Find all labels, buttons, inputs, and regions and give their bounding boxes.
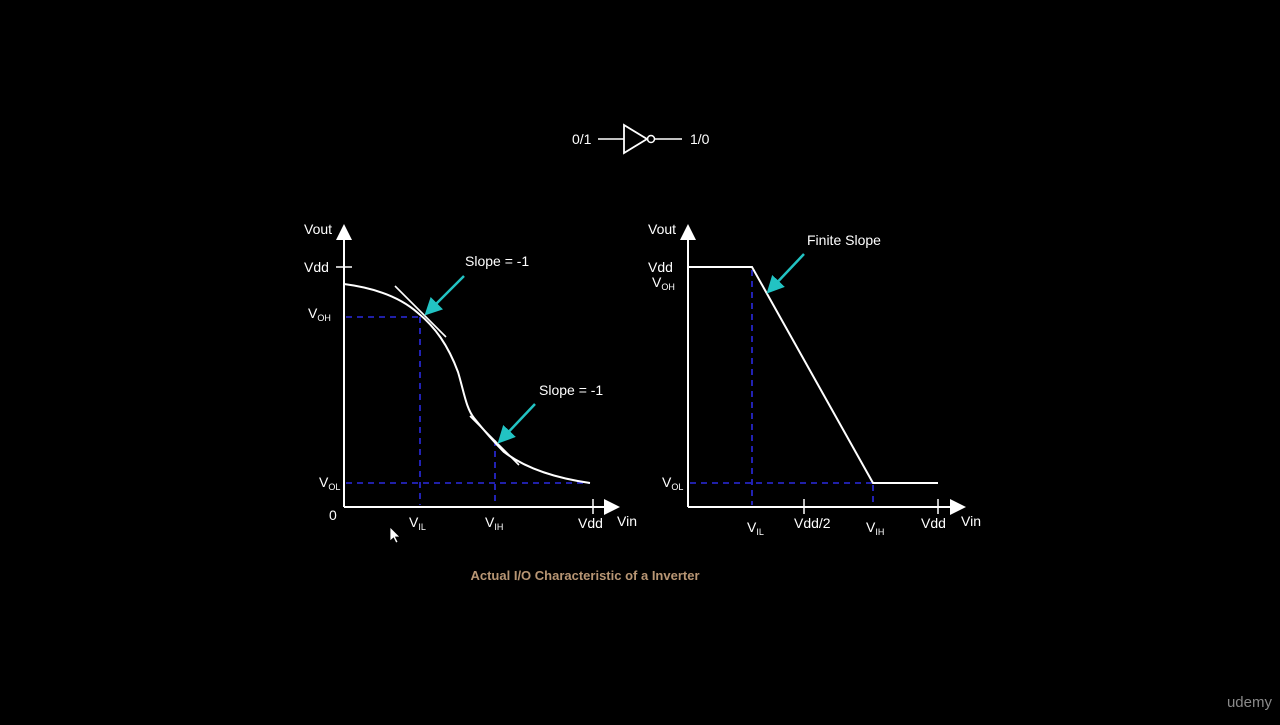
mouse-pointer-icon [389, 526, 401, 544]
left-voh-label: VOH [308, 305, 331, 323]
left-tangent-2 [469, 415, 520, 466]
inverter-diagram: 0/1 1/0 [572, 123, 710, 155]
slide-caption: Actual I/O Characteristic of a Inverter [470, 568, 700, 583]
left-x-axis-label: Vin [617, 513, 637, 529]
right-vtc-curve [688, 266, 938, 484]
right-x-axis-label: Vin [961, 513, 981, 529]
left-vtc-curve [343, 283, 591, 484]
left-vdd-x-label: Vdd [578, 515, 603, 531]
right-vih-label: VIH [866, 519, 884, 537]
left-slope-label-2: Slope = -1 [539, 382, 603, 398]
left-y-axis-label: Vout [304, 221, 332, 237]
left-vtc-graph: Vout Vdd VOH VOL 0 VIL VIH Vdd Vin Slope… [304, 221, 637, 544]
left-tangent-1 [394, 285, 447, 338]
inverter-input-label: 0/1 [572, 131, 592, 147]
right-finite-slope-label: Finite Slope [807, 232, 881, 248]
right-slope-arrow [766, 253, 805, 294]
not-gate-icon [598, 123, 682, 155]
right-dashed-guides [690, 270, 874, 505]
left-slope-arrow-2 [497, 403, 536, 444]
right-vol-label: VOL [662, 474, 683, 492]
left-vol-label: VOL [319, 474, 340, 492]
left-dashed-guides [346, 316, 590, 505]
right-vdd-x-label: Vdd [921, 515, 946, 531]
left-slope-arrow-1 [424, 275, 465, 316]
right-vdd-half-label: Vdd/2 [794, 515, 831, 531]
right-vil-label: VIL [747, 519, 764, 537]
udemy-watermark: udemy [1226, 694, 1272, 711]
left-vil-label: VIL [409, 514, 426, 532]
left-origin-label: 0 [329, 507, 337, 523]
left-vdd-y-label: Vdd [304, 259, 329, 275]
left-vih-label: VIH [485, 514, 503, 532]
right-vdd-y-label: Vdd [648, 259, 673, 275]
right-y-axis-label: Vout [648, 221, 676, 237]
right-ideal-graph: Vout Vdd VOH VOL VIL Vdd/2 VIH Vdd Vin F… [648, 221, 981, 537]
inverter-output-label: 1/0 [690, 131, 710, 147]
left-slope-label-1: Slope = -1 [465, 253, 529, 269]
right-voh-label: VOH [652, 274, 675, 292]
